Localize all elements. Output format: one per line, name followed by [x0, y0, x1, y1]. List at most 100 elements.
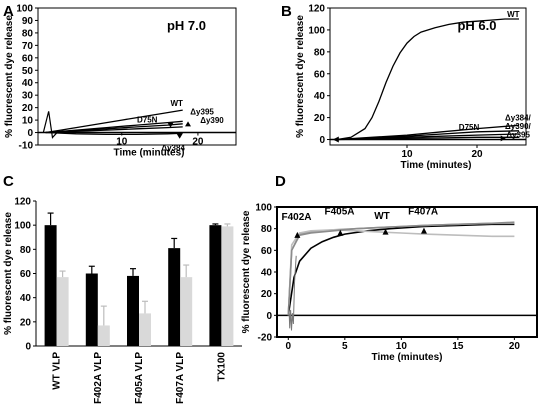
bar-c-3-0 — [168, 248, 181, 346]
y-tick-label-a: 60 — [22, 53, 34, 64]
series-line-b-y390 — [336, 130, 520, 141]
y-tick-label-a: 100 — [16, 4, 33, 15]
y-tick-label-d: 60 — [261, 246, 273, 257]
category-label-c: F402A VLP — [93, 352, 104, 404]
y-tick-label-c: 80 — [20, 245, 32, 256]
y-tick-label-b: 40 — [314, 91, 326, 102]
x-axis-label-a: Time (minutes) — [114, 148, 185, 159]
series-line-d-f405a — [287, 228, 515, 316]
noise-start-d — [288, 255, 297, 331]
annotation-wt-d: WT — [374, 211, 390, 222]
series-line-d-f402a — [287, 222, 515, 316]
annotation-f405a-d: F405A — [324, 207, 354, 218]
arrow-d75n-a — [167, 122, 174, 128]
y-tick-label-a: 40 — [22, 78, 34, 89]
y-tick-label-a: 50 — [22, 66, 34, 77]
y-axis-label-c: % fluorescent dye release — [3, 212, 14, 335]
inset-label-a: pH 7.0 — [167, 18, 206, 33]
y-axis-label-d: % fluorescent dye release — [241, 210, 252, 333]
annotation-wt-b: WT — [507, 10, 520, 19]
annotation-d75n-b: D75N — [459, 123, 480, 132]
arrow-f407a-d — [420, 227, 427, 234]
y-tick-label-c: 40 — [20, 293, 32, 304]
arrow-dy395-a — [185, 121, 192, 127]
bar-c-4-0 — [209, 225, 222, 346]
category-label-c: WT VLP — [52, 352, 63, 390]
arrow-f405a-d — [337, 229, 344, 236]
arrow-f402a-d — [294, 231, 301, 238]
y-tick-label-a: 70 — [22, 41, 34, 52]
annotation-wt-a: WT — [171, 99, 184, 108]
y-tick-label-b: 100 — [308, 25, 325, 36]
y-tick-label-b: 0 — [319, 135, 325, 146]
x-tick-label-d: 5 — [342, 341, 348, 352]
series-line-d-wt — [287, 223, 515, 316]
panel-c: C 0 20 40 60 80 100 120% fluorescent dye releas… — [3, 173, 242, 404]
bar-c-1-1 — [97, 325, 110, 346]
annotation-dy395-b: Δy395 — [506, 130, 530, 139]
panel-letter-d: D — [275, 173, 286, 190]
start-marker-b — [332, 136, 339, 143]
category-label-c: F407A VLP — [175, 352, 186, 404]
plot-frame-b — [329, 7, 527, 146]
initial-spike-a — [42, 111, 58, 139]
series-line-b-y395 — [336, 136, 519, 141]
y-tick-label-c: 20 — [20, 317, 32, 328]
annotation-dy390-b: Δy390/ — [505, 122, 532, 131]
y-tick-label-b: 60 — [314, 69, 326, 80]
y-tick-label-b: 80 — [314, 47, 326, 58]
y-tick-label-b: 20 — [314, 113, 326, 124]
bar-c-3-1 — [180, 277, 193, 346]
bar-c-2-1 — [139, 313, 151, 346]
series-line-a-d75n — [45, 126, 183, 134]
annotation-f407a-d: F407A — [408, 207, 438, 218]
panel-letter-a: A — [3, 3, 14, 20]
y-tick-label-a: 10 — [22, 116, 34, 127]
bar-c-1-0 — [85, 273, 98, 346]
bar-c-4-1 — [221, 226, 234, 346]
arrow-wt-d — [382, 228, 389, 235]
annotation-dy395-a: Δy395 — [190, 107, 214, 116]
x-axis-label-b: Time (minutes) — [401, 160, 472, 171]
y-tick-label-c: 60 — [20, 269, 32, 280]
y-tick-label-d: 40 — [261, 268, 273, 279]
arrow-dy395-b — [500, 135, 506, 142]
y-tick-label-d: 20 — [261, 289, 273, 300]
x-tick-label-b: 10 — [401, 149, 413, 160]
y-tick-label-c: 100 — [14, 221, 31, 232]
bar-c-0-0 — [44, 225, 57, 346]
y-tick-label-a: 30 — [22, 91, 34, 102]
category-label-c: TX100 — [216, 352, 227, 382]
y-tick-label-d: -20 — [258, 333, 273, 344]
annotation-f402a-d: F402A — [282, 212, 312, 223]
plot-frame-a — [37, 7, 237, 146]
y-tick-label-d: 80 — [261, 224, 273, 235]
series-line-a-y384 — [45, 131, 183, 136]
y-tick-label-a: 90 — [22, 16, 34, 27]
x-axis-label-d: Time (minutes) — [372, 352, 443, 363]
x-tick-label-b: 20 — [471, 149, 483, 160]
series-line-a-wt — [45, 109, 183, 134]
y-tick-label-d: 100 — [255, 203, 272, 214]
x-tick-label-a: 20 — [192, 137, 204, 148]
y-tick-label-c: 120 — [14, 197, 31, 208]
y-tick-label-a: 20 — [22, 103, 34, 114]
bar-c-0-1 — [56, 277, 69, 346]
panel-d: D -20 0 20 40 60 80 100 0 5 10 15 20 Time (minutes) % … — [241, 173, 538, 363]
y-tick-label-d: 0 — [266, 311, 272, 322]
bar-c-2-0 — [127, 275, 139, 346]
y-tick-label-b: 120 — [308, 4, 325, 15]
x-tick-label-d: 20 — [509, 341, 521, 352]
x-tick-label-d: 15 — [452, 341, 464, 352]
annotation-dy384-b: Δy384/ — [505, 113, 532, 122]
x-tick-label-d: 10 — [396, 341, 408, 352]
panel-letter-c: C — [3, 173, 14, 190]
annotation-dy384-a: Δy384 — [161, 144, 185, 153]
category-label-c: F405A VLP — [134, 352, 145, 404]
arrow-dy384-a — [176, 133, 183, 139]
x-tick-label-d: 0 — [286, 341, 292, 352]
annotation-d75n-a: D75N — [137, 116, 158, 125]
y-tick-label-a: 80 — [22, 28, 34, 39]
